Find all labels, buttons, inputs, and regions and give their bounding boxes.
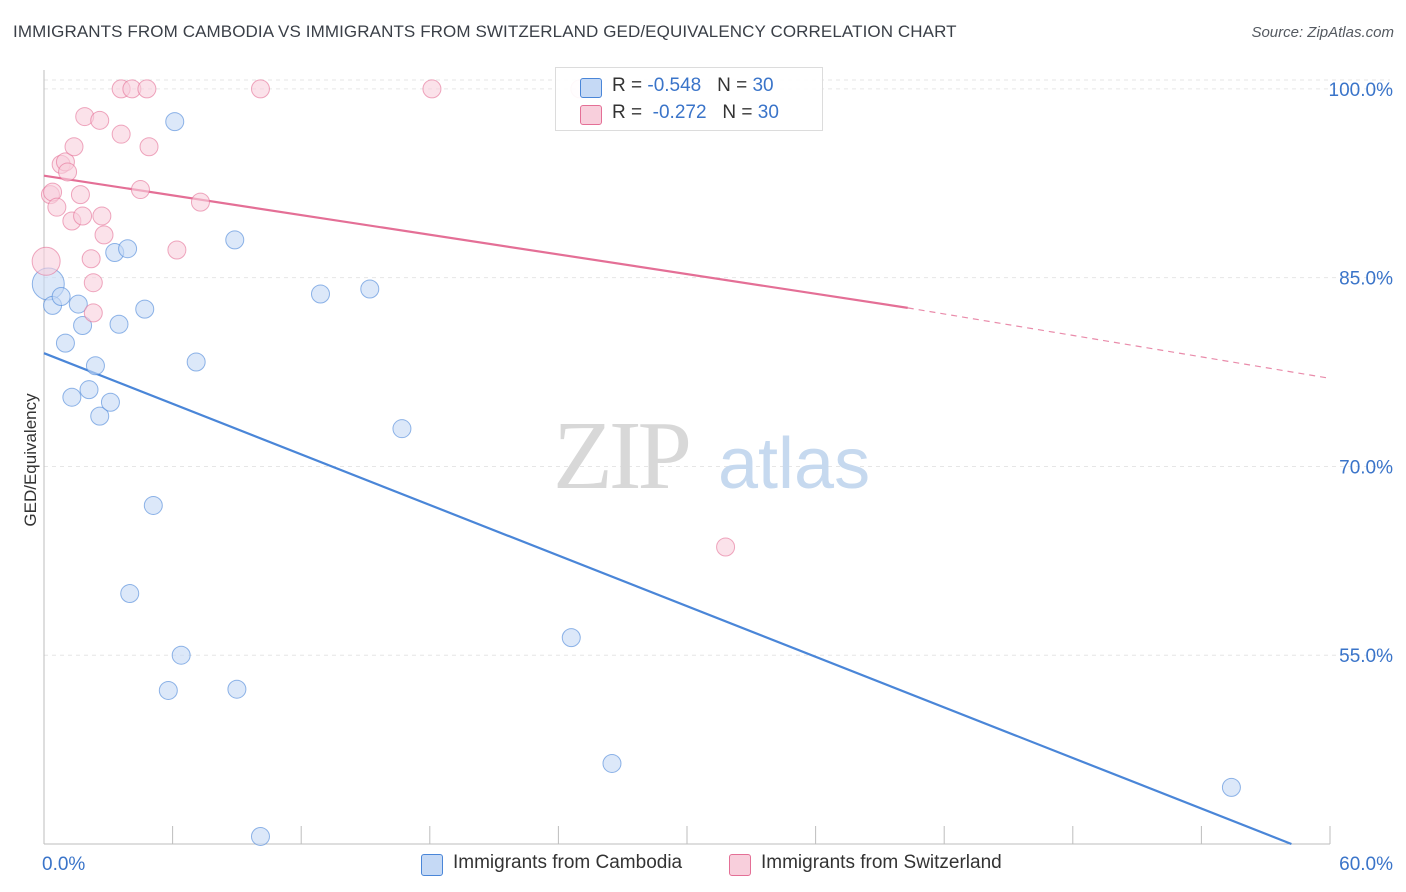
point-cambodia [165, 112, 185, 132]
y-tick-label: 100.0% [1329, 80, 1394, 101]
point-cambodia [109, 314, 129, 334]
point-cambodia [186, 352, 206, 372]
point-switzerland [92, 206, 112, 226]
watermark-atlas: atlas [718, 424, 870, 504]
point-switzerland [83, 303, 103, 323]
series-label-cambodia: Immigrants from Cambodia [453, 852, 683, 873]
point-switzerland [73, 206, 93, 226]
source-label: Source: ZipAtlas.com [1251, 24, 1394, 41]
trend-line-cambodia [43, 352, 1292, 846]
point-cambodia [158, 680, 178, 700]
y-axis-label: GED/Equivalency [21, 393, 40, 527]
point-cambodia [602, 753, 622, 773]
x-tick-labels: 0.0% 60.0% [42, 854, 1393, 875]
point-cambodia [79, 380, 99, 400]
point-cambodia [561, 628, 581, 648]
trend-lines [43, 174, 1331, 846]
watermark-zip: ZIP [553, 402, 688, 510]
points [31, 79, 1241, 846]
point-cambodia [100, 392, 120, 412]
point-cambodia [90, 406, 110, 426]
legend-swatch-cambodia [580, 78, 602, 98]
point-cambodia [250, 826, 270, 846]
y-tick-label: 55.0% [1339, 646, 1393, 667]
point-switzerland [64, 137, 84, 157]
point-cambodia [73, 315, 93, 335]
point-switzerland [716, 537, 736, 557]
point-switzerland [58, 162, 78, 182]
x-tick-label-min: 0.0% [42, 854, 85, 875]
point-switzerland [137, 79, 157, 99]
x-tick-label-max: 60.0% [1339, 854, 1393, 875]
point-switzerland [81, 249, 101, 269]
point-switzerland [111, 124, 131, 144]
point-switzerland [130, 180, 150, 200]
point-cambodia [55, 333, 75, 353]
legend-n-label: N = [717, 75, 753, 96]
legend-n-label: N = [722, 102, 758, 123]
point-cambodia [310, 284, 330, 304]
series-swatch-cambodia [421, 854, 443, 876]
y-tick-label: 85.0% [1339, 269, 1393, 290]
point-cambodia [62, 387, 82, 407]
point-switzerland [139, 137, 159, 157]
point-cambodia [227, 679, 247, 699]
point-cambodia [360, 279, 380, 299]
point-switzerland [422, 79, 442, 99]
point-cambodia [1221, 777, 1241, 797]
point-switzerland [90, 110, 110, 130]
legend-swatch-switzerland [580, 105, 602, 125]
point-cambodia [118, 239, 138, 259]
point-cambodia [135, 299, 155, 319]
chart-title: IMMIGRANTS FROM CAMBODIA VS IMMIGRANTS F… [13, 22, 957, 41]
point-cambodia [225, 230, 245, 250]
point-cambodia [68, 294, 88, 314]
legend-n-value: 30 [757, 102, 779, 123]
legend-r-value: -0.272 [652, 102, 707, 123]
series-swatch-switzerland [729, 854, 751, 876]
point-switzerland [250, 79, 270, 99]
trend-line-extension-switzerland [907, 307, 1331, 379]
point-cambodia [143, 495, 163, 515]
legend-n-value: 30 [752, 75, 774, 96]
y-tick-label: 70.0% [1339, 457, 1393, 478]
correlation-legend: R = -0.548 N = 30 R = -0.272 N = 30 [555, 67, 823, 131]
point-cambodia [171, 645, 191, 665]
point-switzerland [83, 273, 103, 293]
point-switzerland [70, 185, 90, 205]
point-switzerland [47, 197, 67, 217]
legend-r-value: -0.548 [647, 75, 702, 96]
point-switzerland [31, 246, 61, 276]
gridlines [44, 79, 1390, 656]
point-switzerland [94, 225, 114, 245]
series-label-switzerland: Immigrants from Switzerland [761, 852, 1002, 873]
watermark: ZIP atlas [553, 402, 870, 510]
legend-r-label: R = [612, 75, 648, 96]
y-tick-labels: 55.0% 70.0% 85.0% 100.0% [1329, 80, 1394, 667]
point-switzerland [167, 240, 187, 260]
point-cambodia [120, 584, 140, 604]
point-cambodia [85, 356, 105, 376]
legend-r-label: R = [612, 102, 648, 123]
trend-line-switzerland [43, 174, 908, 309]
point-switzerland [190, 192, 210, 212]
point-cambodia [392, 419, 412, 439]
point-cambodia [51, 287, 71, 307]
